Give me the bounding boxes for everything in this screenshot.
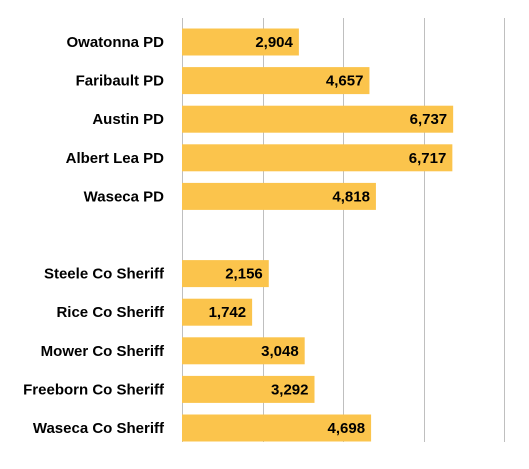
bar [182,337,305,365]
bar [182,260,269,288]
bar [182,67,370,95]
category-label: Faribault PD [76,73,165,90]
data-label: 1,742 [209,304,247,321]
data-label: 6,737 [410,111,448,128]
category-label: Albert Lea PD [66,150,165,167]
category-label: Austin PD [92,111,164,128]
bar [182,375,315,403]
category-label: Waseca Co Sheriff [33,420,165,437]
category-label: Waseca PD [84,188,164,205]
data-label: 4,698 [328,420,366,437]
bar [182,144,453,172]
data-label: 6,717 [409,150,447,167]
category-label: Rice Co Sheriff [56,304,165,321]
value-labels: 2,904 4,657 6,737 6,717 4,818 2,156 1,742 3,048… [209,34,448,437]
data-label: 4,818 [332,188,370,205]
bar [182,105,454,133]
category-label: Freeborn Co Sheriff [23,381,165,398]
bar [182,298,253,326]
data-label: 2,156 [225,266,263,283]
bar [182,414,372,442]
bar [182,182,376,210]
data-label: 3,292 [271,381,309,398]
data-label: 2,904 [255,34,293,51]
category-label: Mower Co Sheriff [41,343,165,360]
category-label: Owatonna PD [66,34,164,51]
bar [182,28,299,56]
data-label: 3,048 [261,343,299,360]
category-label: Steele Co Sheriff [44,266,165,283]
data-label: 4,657 [326,73,364,90]
category-labels: Owatonna PD Faribault PD Austin PD Albert L… [23,34,165,437]
bars [182,28,454,442]
